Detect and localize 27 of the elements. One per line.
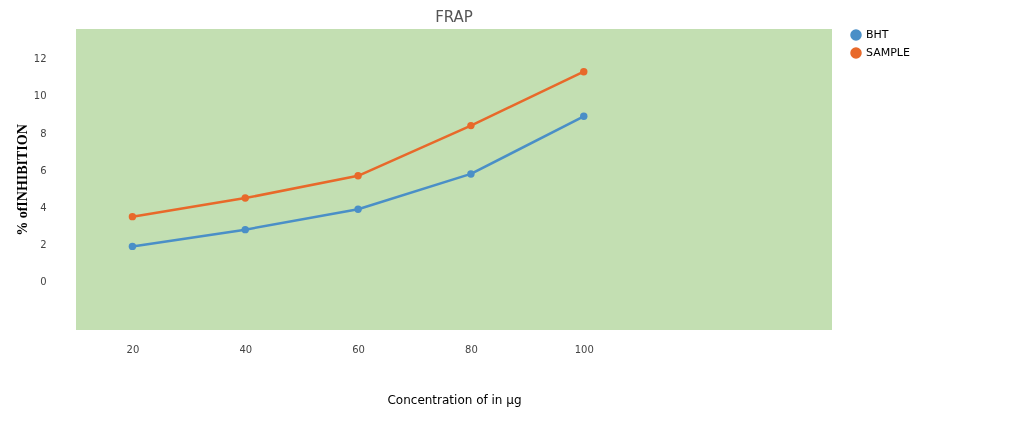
point <box>580 68 588 76</box>
point <box>128 212 137 221</box>
legend-label: BHT <box>866 28 889 41</box>
point <box>241 225 249 234</box>
point <box>467 170 475 178</box>
point <box>354 205 362 213</box>
y-axis-title: % ofINHIBITION <box>14 124 30 236</box>
point <box>354 172 362 180</box>
y-tick-label: 6 <box>40 164 47 176</box>
y-tick-label: 10 <box>33 90 47 102</box>
point <box>467 121 475 130</box>
point <box>128 242 137 251</box>
x-tick-label: 60 <box>352 343 365 355</box>
point <box>580 112 588 121</box>
y-tick-label: 4 <box>40 201 47 213</box>
y-tick-label: 0 <box>40 276 47 288</box>
x-tick-label: 40 <box>239 343 253 355</box>
y-tick-label: 8 <box>40 127 47 139</box>
y-tick-label: 12 <box>33 53 47 65</box>
chart-title: FRAP <box>435 8 473 26</box>
legend-label: SAMPLE <box>866 46 910 59</box>
point <box>241 194 249 202</box>
x-axis-title: Concentration of in μg <box>387 392 522 407</box>
x-tick-label: 20 <box>126 343 140 355</box>
y-tick-label: 2 <box>40 239 47 251</box>
x-tick-label: 100 <box>574 343 594 355</box>
x-tick-label: 80 <box>465 343 478 355</box>
